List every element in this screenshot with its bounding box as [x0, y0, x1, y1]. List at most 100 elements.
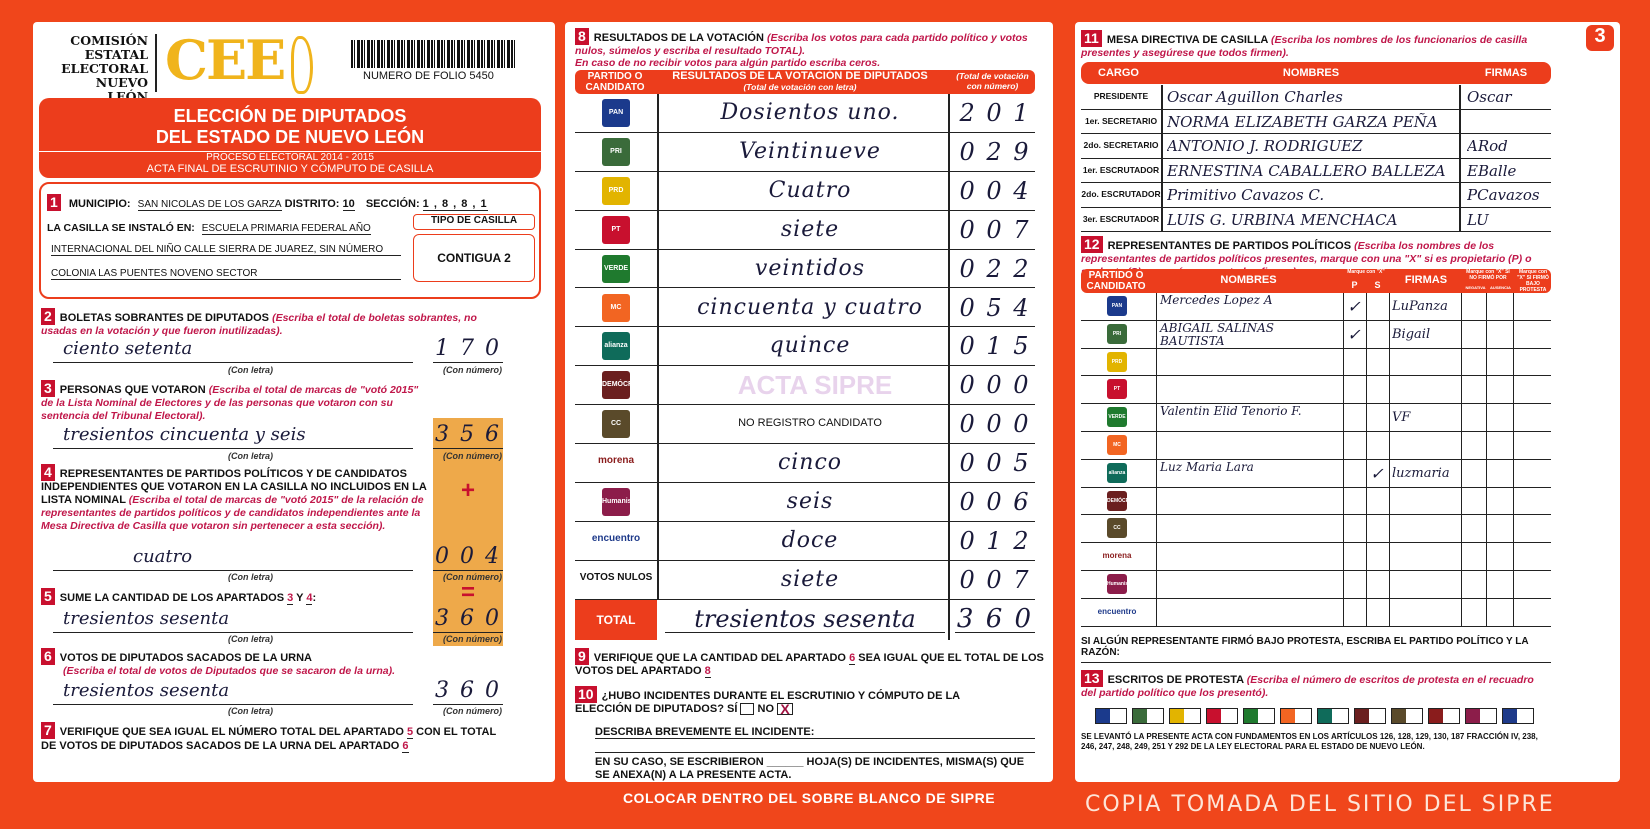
describe-incidente-field[interactable]: DESCRIBA BREVEMENTE EL INCIDENTE:: [595, 726, 1035, 739]
rep-name-field[interactable]: Mercedes Lopez A: [1160, 293, 1273, 307]
signature-field[interactable]: EBalle: [1467, 161, 1517, 180]
rep-signature-field[interactable]: LuPanza: [1392, 299, 1448, 314]
section-number: 5: [41, 588, 55, 605]
col-header-sub: (Total de votación con letra): [743, 82, 857, 92]
divider: [1156, 293, 1158, 321]
suma-letra-field[interactable]: tresientos sesenta: [53, 606, 413, 633]
vote-letra-field[interactable]: Veintinueve: [739, 138, 881, 164]
funcionario-name-field[interactable]: Oscar Aguillon Charles: [1167, 88, 1343, 106]
protest-box[interactable]: [1391, 708, 1423, 724]
mesa-row: PRESIDENTE Oscar Aguillon Charles Oscar: [1081, 85, 1551, 110]
boletas-letra-field[interactable]: ciento setenta: [53, 336, 413, 363]
bajo-protesta-line[interactable]: [1081, 662, 1551, 663]
vote-letra-field[interactable]: siete: [780, 566, 840, 592]
vote-letra-field[interactable]: doce: [781, 527, 839, 553]
vote-numero-field[interactable]: 0 1 5: [959, 332, 1031, 361]
signature-field[interactable]: Oscar: [1467, 88, 1512, 106]
divider: [1161, 158, 1163, 183]
vote-numero-field[interactable]: 0 1 2: [959, 526, 1031, 555]
urna-letra-field[interactable]: tresientos sesenta: [53, 678, 413, 705]
protest-box[interactable]: [1243, 708, 1275, 724]
funcionario-name-field[interactable]: NORMA ELIZABETH GARZA PEÑA: [1167, 112, 1438, 131]
total-numero-field[interactable]: 3 6 0: [955, 604, 1035, 634]
divider: [1343, 376, 1345, 405]
result-row: PRD Cuatro 0 0 4: [575, 172, 1035, 211]
vote-numero-field[interactable]: 0 0 6: [959, 488, 1031, 516]
protest-box[interactable]: [1206, 708, 1238, 724]
votaron-numero-field[interactable]: 3 5 6: [433, 422, 503, 449]
funcionario-name-field[interactable]: LUIS G. URBINA MENCHACA: [1167, 210, 1398, 229]
seccion-value: 1 , 8 , 8 , 1: [422, 198, 488, 211]
rep-name-field[interactable]: Luz Maria Lara: [1160, 459, 1254, 474]
boletas-numero-field[interactable]: 1 7 0: [433, 336, 503, 363]
protest-box[interactable]: [1095, 708, 1127, 724]
rep-row: PAN Mercedes Lopez A ✓ LuPanza: [1081, 293, 1551, 321]
vote-numero-field[interactable]: 0 5 4: [959, 293, 1031, 322]
vote-numero-field[interactable]: 0 0 0: [959, 410, 1031, 439]
si-checkbox[interactable]: [740, 703, 755, 716]
section-number: 3: [41, 380, 55, 397]
vote-numero-field[interactable]: 0 0 7: [959, 565, 1031, 594]
apartado-ref: 8: [704, 665, 711, 678]
con-numero-label: (Con número): [443, 365, 502, 375]
title-banner: ELECCIÓN DE DIPUTADOS DEL ESTADO DE NUEV…: [39, 98, 541, 178]
urna-numero-field[interactable]: 3 6 0: [433, 678, 503, 705]
protest-box[interactable]: [1428, 708, 1460, 724]
vote-letra-field[interactable]: seis: [786, 489, 834, 514]
result-row: MC cincuenta y cuatro 0 5 4: [575, 289, 1035, 328]
col-header-nombres: NOMBRES: [1282, 67, 1340, 79]
suplente-checkbox[interactable]: ✓: [1370, 463, 1386, 483]
vote-numero-field[interactable]: 0 0 5: [959, 449, 1031, 478]
rep-signature-field[interactable]: VF: [1392, 410, 1411, 426]
divider: [1343, 543, 1345, 571]
vote-numero-field[interactable]: 0 2 2: [959, 254, 1031, 283]
col-header-p: P: [1351, 280, 1358, 290]
protest-box[interactable]: [1354, 708, 1386, 724]
vote-numero-field[interactable]: 0 0 0: [959, 371, 1031, 400]
vote-numero-field[interactable]: 0 0 7: [959, 215, 1031, 244]
signature-field[interactable]: ARod: [1467, 137, 1508, 155]
vote-letra-field[interactable]: Dosientos uno.: [720, 100, 900, 125]
protest-box[interactable]: [1132, 708, 1164, 724]
divider: [1459, 85, 1461, 109]
vote-numero-field[interactable]: 2 0 1: [959, 99, 1031, 127]
vote-letra-field[interactable]: cincuenta y cuatro: [697, 294, 923, 320]
rep-name-field[interactable]: Valentin Elid Tenorio F.: [1160, 404, 1302, 419]
no-checkbox[interactable]: X: [777, 702, 794, 716]
propietario-checkbox[interactable]: ✓: [1347, 297, 1363, 316]
total-letra-field[interactable]: tresientos sesenta: [665, 606, 945, 633]
rep-row: Humanista: [1081, 571, 1551, 599]
funcionario-name-field[interactable]: ANTONIO J. RODRIGUEZ: [1167, 137, 1363, 155]
signature-field[interactable]: LU: [1467, 210, 1489, 229]
protest-box[interactable]: [1465, 708, 1497, 724]
vote-letra-field[interactable]: Cuatro: [768, 177, 852, 203]
section-number: 4: [41, 464, 55, 481]
vote-letra-field[interactable]: veintidos: [754, 255, 866, 281]
rep-signature-field[interactable]: Bigail: [1392, 326, 1431, 342]
signature-field[interactable]: PCavazos: [1467, 186, 1540, 204]
rep-name-field[interactable]: ABIGAIL SALINAS BAUTISTA: [1160, 320, 1274, 348]
protest-box[interactable]: [1169, 708, 1201, 724]
prd-logo-icon: [1170, 709, 1184, 723]
pt-logo-icon: PT: [602, 215, 630, 244]
representantes-numero-field[interactable]: 0 0 4: [433, 544, 503, 571]
distrito-label: DISTRITO:: [284, 198, 340, 210]
funcionario-name-field[interactable]: ERNESTINA CABALLERO BALLEZA: [1167, 161, 1446, 180]
rep-signature-field[interactable]: luzmaria: [1392, 465, 1450, 481]
vote-letra-field[interactable]: siete: [780, 216, 840, 242]
vote-numero-field[interactable]: 0 0 4: [959, 176, 1031, 205]
representantes-letra-field[interactable]: cuatro: [53, 544, 413, 571]
column-divider: [657, 94, 659, 600]
protest-box[interactable]: [1280, 708, 1312, 724]
votaron-letra-field[interactable]: tresientos cincuenta y seis: [53, 422, 413, 449]
divider: [1513, 293, 1515, 321]
funcionario-name-field[interactable]: Primitivo Cavazos C.: [1167, 186, 1325, 204]
vote-letra-field[interactable]: cinco: [777, 450, 843, 476]
suma-numero-field[interactable]: 3 6 0: [433, 606, 503, 633]
propietario-checkbox[interactable]: ✓: [1347, 324, 1363, 344]
vote-letra-field[interactable]: NO REGISTRO CANDIDATO: [738, 417, 882, 430]
protest-box[interactable]: [1502, 708, 1534, 724]
vote-letra-field[interactable]: quince: [769, 333, 851, 359]
protest-box[interactable]: [1317, 708, 1349, 724]
vote-numero-field[interactable]: 0 2 9: [959, 137, 1031, 166]
